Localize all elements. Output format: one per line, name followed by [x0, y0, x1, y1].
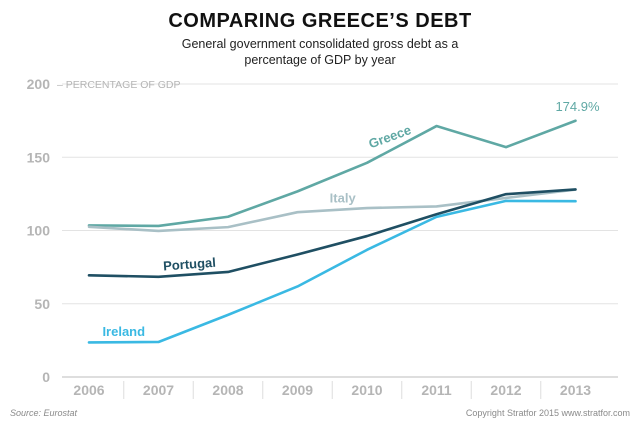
x-tick-label-2010: 2010: [351, 382, 382, 398]
source-note: Source: Eurostat: [10, 408, 78, 418]
series-line-greece: [87, 119, 577, 228]
x-tick-label-2012: 2012: [490, 382, 521, 398]
x-tick-label-2008: 2008: [212, 382, 243, 398]
series-line-italy: [87, 188, 577, 233]
series-line-ireland: [87, 199, 577, 344]
series-label-ireland: Ireland: [102, 324, 145, 339]
chart-title: COMPARING GREECE’S DEBT: [168, 10, 472, 32]
series-line-portugal: [87, 188, 577, 279]
chart-subtitle: General government consolidated gross de…: [181, 37, 459, 67]
y-tick-label-200: 200: [27, 76, 51, 92]
y-tick-label-0: 0: [42, 369, 50, 385]
x-tick-label-2009: 2009: [282, 382, 313, 398]
series-label-greece: Greece: [367, 122, 414, 151]
annotation-greece-value: 174.9%: [555, 99, 600, 114]
x-tick-label-2013: 2013: [560, 382, 591, 398]
series-label-italy: Italy: [330, 191, 357, 206]
series-label-portugal: Portugal: [163, 255, 217, 274]
y-tick-label-150: 150: [27, 149, 51, 165]
y-axis-label: – PERCENTAGE OF GDP: [57, 79, 181, 91]
y-tick-label-100: 100: [27, 223, 51, 239]
copyright-note: Copyright Stratfor 2015 www.stratfor.com: [465, 408, 630, 418]
y-tick-label-50: 50: [34, 296, 50, 312]
x-tick-label-2006: 2006: [73, 382, 104, 398]
x-tick-label-2007: 2007: [143, 382, 174, 398]
x-tick-label-2011: 2011: [421, 382, 452, 398]
